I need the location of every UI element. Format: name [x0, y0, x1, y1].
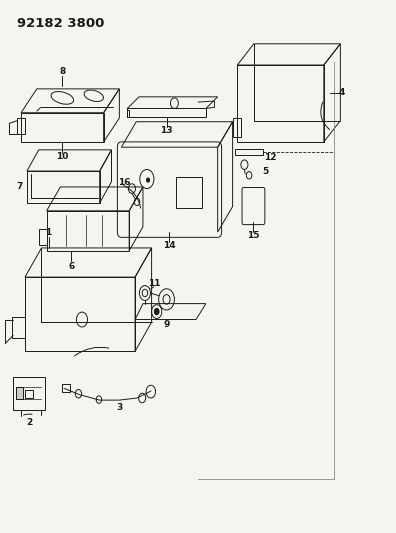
Polygon shape: [16, 387, 23, 399]
Text: 2: 2: [26, 418, 32, 427]
Text: 10: 10: [56, 152, 69, 161]
Text: 14: 14: [163, 241, 176, 251]
Circle shape: [154, 309, 159, 315]
Text: 4: 4: [338, 88, 345, 98]
Text: 9: 9: [164, 320, 170, 329]
Text: 3: 3: [116, 402, 122, 411]
Text: 12: 12: [265, 154, 277, 163]
Text: 1: 1: [46, 228, 52, 237]
Circle shape: [147, 178, 150, 182]
Text: 13: 13: [160, 126, 173, 135]
Text: 11: 11: [148, 279, 160, 288]
Text: 6: 6: [68, 262, 74, 271]
Text: 15: 15: [247, 231, 260, 240]
Text: 7: 7: [16, 182, 22, 191]
Text: 5: 5: [263, 166, 269, 175]
Text: 8: 8: [59, 67, 65, 76]
Bar: [176, 177, 202, 208]
Text: 92182 3800: 92182 3800: [17, 17, 105, 30]
Text: 16: 16: [118, 178, 130, 187]
